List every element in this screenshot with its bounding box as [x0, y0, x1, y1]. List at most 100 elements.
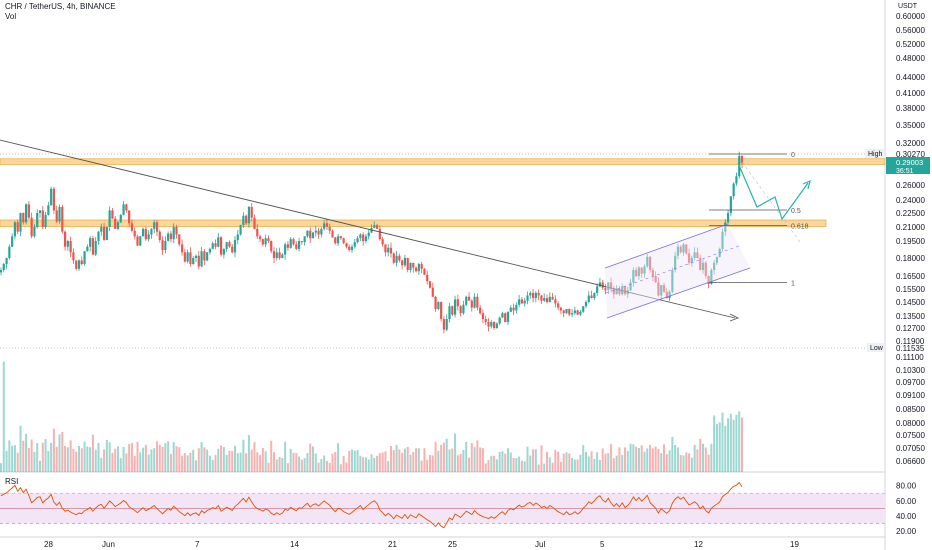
candle [50, 188, 53, 206]
candle [83, 251, 86, 264]
candle [660, 285, 663, 296]
low-badge-label: Low [870, 345, 884, 352]
time-tick-label: 25 [448, 540, 457, 549]
candle [562, 310, 565, 314]
candle [256, 228, 259, 237]
volume-bar [406, 446, 409, 472]
volume-bar [685, 452, 688, 472]
candle [36, 213, 39, 227]
volume-bar [91, 434, 94, 472]
candle [417, 264, 420, 272]
volume-bar [22, 440, 25, 472]
candle [470, 300, 473, 308]
price-tick-label: 0.24000 [896, 196, 925, 205]
price-tick-label: 0.52000 [896, 40, 925, 49]
candle [554, 299, 557, 304]
volume-bar [409, 454, 412, 472]
volume-bar [465, 441, 468, 472]
candle [331, 230, 334, 238]
volume-bar [197, 448, 200, 472]
candle [336, 236, 340, 244]
candle [434, 296, 437, 309]
volume-bar [64, 446, 67, 472]
volume-bar [593, 459, 596, 472]
volume-bar [231, 450, 234, 472]
candle [401, 260, 404, 266]
volume-bar [353, 450, 356, 472]
volume-bar [649, 444, 652, 472]
volume-bar [434, 441, 437, 472]
candle [498, 317, 501, 324]
candle [735, 176, 738, 184]
candle [203, 251, 206, 261]
rsi-label: RSI [5, 477, 19, 486]
candle [448, 306, 451, 319]
price-tick-label: 0.13500 [896, 312, 925, 321]
candle [136, 236, 139, 246]
candle [80, 260, 83, 264]
candle [609, 282, 613, 289]
volume-bar [186, 455, 189, 472]
candle [94, 241, 97, 255]
volume-bar [323, 455, 326, 472]
candle [284, 244, 287, 255]
candle [414, 267, 418, 272]
candle [311, 232, 315, 239]
volume-bar [150, 449, 153, 472]
volume-bar [509, 452, 512, 472]
candle [125, 204, 128, 211]
candle [183, 252, 186, 262]
volume-bar [640, 445, 643, 472]
candle [86, 246, 89, 252]
volume-bar [78, 445, 80, 472]
candle [309, 230, 312, 239]
candle [740, 155, 744, 164]
candle [721, 231, 724, 249]
candle [403, 258, 407, 266]
volume-bar [473, 447, 476, 472]
candle [348, 246, 351, 251]
price-tick-label: 0.15500 [896, 285, 925, 294]
candle [247, 206, 251, 224]
candle [490, 322, 493, 327]
candle [19, 213, 22, 232]
price-axis[interactable]: 0.60000 0.56000 0.52000 0.48000 0.44000 0.410… [865, 3, 930, 536]
candle [350, 246, 354, 251]
volume-bar [97, 442, 100, 472]
candle [570, 313, 574, 315]
candle [231, 246, 234, 253]
candle [314, 230, 317, 233]
volume-bar [518, 456, 521, 472]
volume-bar [604, 453, 607, 472]
price-tick-label: 0.18000 [896, 254, 925, 263]
countdown-label: 36:51 [896, 168, 914, 175]
volume-bar [543, 463, 546, 472]
candle [632, 270, 635, 283]
volume-bar [183, 453, 186, 472]
volume-bar [103, 449, 106, 472]
volume-bar [718, 422, 721, 472]
volume-bar [654, 446, 657, 472]
candle [128, 210, 131, 224]
volume-bar [328, 462, 331, 472]
time-axis[interactable]: 28 Jun 7 14 21 25 Jul 5 12 19 [44, 540, 799, 549]
candle [153, 222, 156, 229]
volume-bar [504, 453, 507, 472]
volume-bar [259, 455, 262, 472]
rsi-line [0, 481, 743, 529]
candle [526, 295, 529, 301]
candle [169, 233, 173, 240]
candle [604, 287, 607, 291]
candle [387, 247, 390, 253]
candle [367, 232, 370, 237]
zone-layer [0, 153, 886, 349]
volume-bar [133, 455, 136, 472]
volume-bar [729, 413, 732, 472]
time-tick-label: 19 [790, 540, 799, 549]
candle [133, 230, 136, 237]
volume-bar [275, 459, 278, 472]
volume-bar [710, 443, 713, 472]
volume-bar [136, 441, 139, 472]
candle [278, 252, 281, 258]
